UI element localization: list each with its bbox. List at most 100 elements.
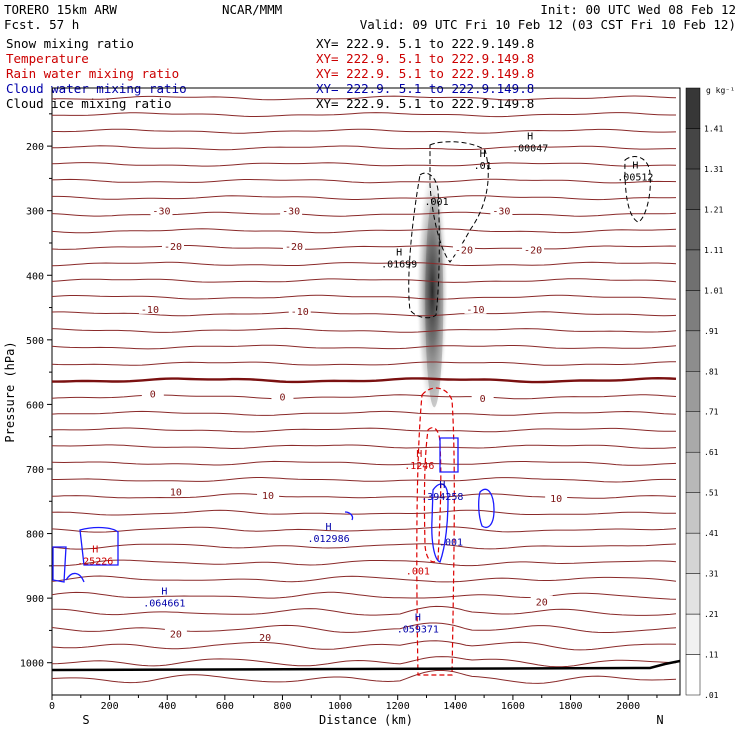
y-tick-label: 700 <box>26 465 44 476</box>
temperature-label: -10 <box>466 305 484 316</box>
temperature-label: 10 <box>262 491 274 502</box>
temperature-label: 20 <box>259 633 271 644</box>
colorbar-level-label: .01 <box>704 691 719 700</box>
temperature-label: -20 <box>164 242 182 253</box>
temperature-contour <box>52 460 677 466</box>
temperature-contour <box>52 344 677 350</box>
y-tick-label: 200 <box>26 142 44 153</box>
x-axis-label: Distance (km) <box>319 713 413 727</box>
extremum-value: .394258 <box>421 492 463 503</box>
colorbar-cell <box>685 492 701 534</box>
rain-contour <box>416 387 455 676</box>
header: TORERO 15km ARW Fcst. 57 h NCAR/MMM Init… <box>4 2 736 32</box>
temperature-contour <box>52 361 676 366</box>
temperature-label: 0 <box>279 393 285 404</box>
temperature-contour <box>52 145 676 151</box>
colorbar: .01 .11 .21 .31 .41 .51 .61 .71 .81 .91 1.01 1.11 1.… <box>685 87 723 700</box>
temperature-contour <box>52 605 677 616</box>
x-tick-label: 1600 <box>501 701 525 712</box>
y-tick-label: 600 <box>26 400 44 411</box>
field-name-rain: Rain water mixing ratio <box>6 66 179 81</box>
temperature-labels: -30 -30 -30 -20 -20 -20 -20 -10 -10 -10 0 0 0 10 10 10 2… <box>138 204 568 644</box>
temperature-contour <box>52 656 677 668</box>
temperature-label: 20 <box>536 597 548 608</box>
colorbar-cell <box>685 654 701 696</box>
extremum-value: .001 <box>425 197 449 208</box>
colorbar-level-label: 1.01 <box>704 286 723 295</box>
extremum-value: .001 <box>439 537 463 548</box>
temperature-label: -10 <box>141 305 159 316</box>
model-title: TORERO 15km ARW <box>4 2 117 17</box>
cloud-water-contour <box>79 526 119 566</box>
temperature-label-bg <box>164 485 187 497</box>
colorbar-level-label: .71 <box>704 408 719 417</box>
x-tick-label: 400 <box>158 701 176 712</box>
temperature-label-bg <box>471 391 494 403</box>
colorbar-level-label: .81 <box>704 367 719 376</box>
temperature-label-bg <box>141 387 164 399</box>
colorbar-cell <box>685 128 701 170</box>
temperature-contour <box>52 669 677 684</box>
field-xy-cloud-ice: XY= 222.9. 5.1 to 222.9.149.8 <box>316 96 534 111</box>
temperature-label-bg <box>271 390 294 402</box>
cloud-water-contour <box>344 511 354 521</box>
colorbar-cell <box>685 209 701 251</box>
temperature-contour <box>52 640 677 651</box>
colorbar-cell <box>685 371 701 412</box>
temperature-contour <box>52 228 677 234</box>
temperature-label: -10 <box>291 307 309 318</box>
extrema-labels: H.00047H.00512H.01.001H.01699H.1246.001H… <box>77 131 653 635</box>
temperature-contour <box>52 575 677 583</box>
x-tick-label: 200 <box>101 701 119 712</box>
x-tick-label: 1000 <box>328 701 352 712</box>
temperature-contour <box>52 95 677 101</box>
temperature-contour <box>52 559 677 567</box>
y-tick-label: 1000 <box>20 659 44 670</box>
colorbar-cell <box>685 168 701 210</box>
field-xy-rain: XY= 222.9. 5.1 to 222.9.149.8 <box>316 66 534 81</box>
temperature-contours <box>52 95 677 684</box>
temperature-contour <box>52 477 677 483</box>
y-axis: 200 300 400 500 600 700 800 900 1000 <box>20 113 52 670</box>
temperature-contour <box>52 195 677 201</box>
extremum-value: .00512 <box>617 172 653 183</box>
temperature-label: -20 <box>524 245 542 256</box>
extremum-value: .001 <box>406 566 430 577</box>
temperature-contour <box>52 622 677 633</box>
extremum-value: .012986 <box>307 534 349 545</box>
y-tick-label: 900 <box>26 594 44 605</box>
x-tick-label: 600 <box>216 701 234 712</box>
temperature-contour <box>52 591 677 600</box>
y-tick-label: 800 <box>26 530 44 541</box>
colorbar-cell <box>685 330 701 372</box>
temperature-label: 0 <box>480 394 486 405</box>
extremum-marker: H <box>527 131 533 142</box>
terrain-surface <box>52 659 680 672</box>
colorbar-level-label: 1.41 <box>704 124 723 133</box>
temperature-contour <box>52 278 677 283</box>
temperature-label-bg <box>257 488 280 500</box>
ground-line <box>52 659 680 672</box>
colorbar-level-label: .11 <box>704 651 719 660</box>
temperature-label-bg <box>464 302 487 314</box>
temperature-contour <box>52 294 677 300</box>
extremum-marker: H <box>396 248 402 259</box>
cloud-water-contour <box>65 572 85 583</box>
extremum-marker: H <box>326 522 332 533</box>
temperature-contour <box>52 376 677 384</box>
center-label: NCAR/MMM <box>222 2 282 17</box>
extremum-value: .25226 <box>77 557 113 568</box>
temperature-label-bg <box>164 627 187 639</box>
cloud-ice-contour <box>408 172 440 319</box>
temperature-label-bg <box>161 240 184 252</box>
temperature-label: -30 <box>492 207 510 218</box>
temperature-label: 0 <box>150 389 156 400</box>
extremum-marker: H <box>480 149 486 160</box>
colorbar-level-label: .41 <box>704 529 719 538</box>
temperature-contour <box>52 261 677 267</box>
extremum-marker: H <box>416 449 422 460</box>
north-label: N <box>656 713 663 727</box>
south-label: S <box>82 713 89 727</box>
colorbar-level-label: 1.31 <box>704 165 723 174</box>
extremum-value: .00047 <box>512 143 548 154</box>
